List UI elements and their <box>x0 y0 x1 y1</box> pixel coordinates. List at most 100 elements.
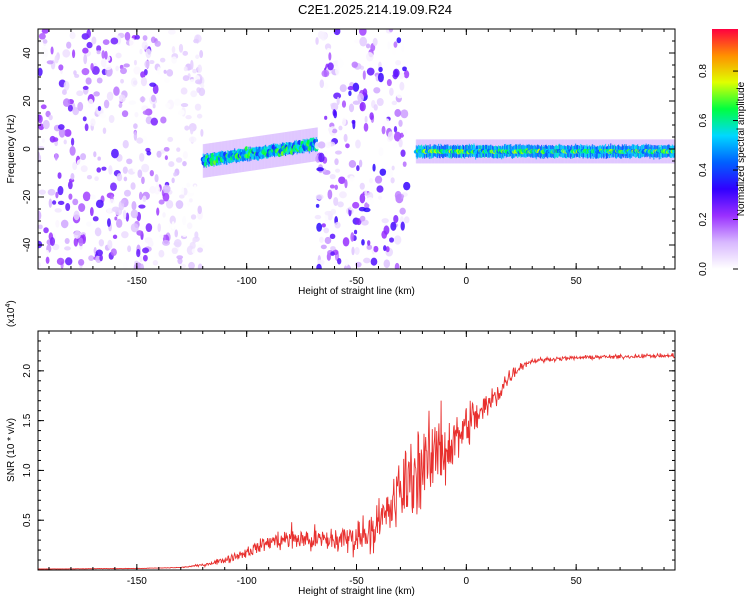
heatmap-cell <box>197 247 204 253</box>
heatmap-cell <box>338 176 346 184</box>
heatmap-cell <box>370 257 378 266</box>
heatmap-cell <box>42 119 50 130</box>
heatmap-cell <box>330 102 339 111</box>
heatmap-cell <box>84 123 89 132</box>
heatmap-cell <box>76 159 85 167</box>
heatmap-cell <box>393 131 402 142</box>
heatmap-cell <box>173 172 178 177</box>
heatmap-cell <box>86 174 93 180</box>
heatmap-cell <box>378 66 383 73</box>
snr-series-line <box>38 352 675 570</box>
heatmap-cell <box>141 135 148 146</box>
heatmap-cell <box>394 190 402 200</box>
heatmap-cell <box>139 152 145 162</box>
heatmap-cell <box>68 224 75 231</box>
heatmap-cell <box>369 178 374 184</box>
heatmap-cell <box>123 189 131 197</box>
heatmap-cell <box>76 90 84 97</box>
heatmap-cell <box>40 104 47 110</box>
heatmap-cell <box>125 212 130 222</box>
heatmap-cell <box>394 262 400 269</box>
heatmap-cell <box>88 255 95 261</box>
heatmap-cell <box>315 37 319 45</box>
heatmap-cell <box>189 79 196 85</box>
heatmap-cell <box>124 31 131 41</box>
heatmap-cell <box>38 224 43 230</box>
heatmap-cell <box>334 150 342 155</box>
heatmap-cell <box>108 115 115 124</box>
heatmap-cell <box>123 176 128 182</box>
heatmap-cell <box>366 197 374 205</box>
heatmap-cell <box>122 166 128 174</box>
heatmap-cell <box>333 196 339 206</box>
heatmap-cell <box>173 139 179 146</box>
heatmap-cell <box>154 40 161 47</box>
heatmap-cell <box>139 263 145 269</box>
heatmap-cell <box>141 163 150 173</box>
heatmap-cell <box>165 102 171 109</box>
heatmap-cell <box>318 152 325 163</box>
heatmap-cell <box>80 165 88 173</box>
heatmap-cell <box>339 84 347 93</box>
heatmap-cell <box>192 237 197 244</box>
heatmap-cell <box>392 68 400 78</box>
heatmap-cell <box>62 89 67 96</box>
heatmap-cell <box>394 235 402 245</box>
heatmap-cell <box>62 98 71 107</box>
heatmap-cell <box>383 259 391 269</box>
heatmap-cell <box>86 41 93 49</box>
heatmap-cell <box>180 87 188 95</box>
heatmap-cell <box>81 68 90 76</box>
heatmap-cell <box>67 104 73 112</box>
heatmap-x-axis-label: Height of straight line (km) <box>298 286 415 297</box>
heatmap-cell <box>188 198 193 203</box>
heatmap-cell <box>199 50 204 59</box>
heatmap-cell <box>82 191 91 202</box>
heatmap-cell <box>58 127 66 138</box>
heatmap-cell <box>82 116 87 122</box>
y-scale-exponent: 4 <box>5 304 12 308</box>
heatmap-cell <box>330 246 336 251</box>
heatmap-cell <box>197 263 203 269</box>
heatmap-cell <box>72 161 78 171</box>
heatmap-cell <box>90 194 96 200</box>
heatmap-cell <box>324 115 328 120</box>
heatmap-cell <box>163 69 167 74</box>
heatmap-cell <box>338 125 343 131</box>
heatmap-cell <box>347 85 354 91</box>
heatmap-cell <box>334 221 341 229</box>
y-tick-label: 40 <box>22 47 33 59</box>
heatmap-cell <box>46 60 54 65</box>
heatmap-cell <box>162 212 166 218</box>
heatmap-cell <box>64 237 70 245</box>
heatmap-cell <box>73 210 80 221</box>
heatmap-cell <box>357 93 364 103</box>
heatmap-cell <box>182 215 187 226</box>
heatmap-cell <box>197 205 202 215</box>
heatmap-cell <box>138 191 143 200</box>
heatmap-cell <box>69 31 76 40</box>
heatmap-cell <box>136 248 141 258</box>
heatmap-cell <box>363 257 371 264</box>
heatmap-cell <box>150 94 156 103</box>
heatmap-cell <box>48 198 53 208</box>
heatmap-cell <box>381 125 386 135</box>
heatmap-cell <box>402 66 407 72</box>
heatmap-cell <box>329 233 336 240</box>
heatmap-cell <box>89 206 94 217</box>
heatmap-cell <box>337 257 342 265</box>
heatmap-cell <box>150 117 159 126</box>
heatmap-cell <box>398 138 403 148</box>
heatmap-cell <box>192 68 197 74</box>
heatmap-cell <box>389 237 395 243</box>
heatmap-cell <box>73 237 79 247</box>
heatmap-cell <box>315 203 320 208</box>
heatmap-cell <box>396 37 402 44</box>
heatmap-cell <box>90 118 96 127</box>
y-scale-close: ) <box>6 300 17 303</box>
heatmap-cell <box>348 90 352 97</box>
heatmap-cell <box>41 29 49 34</box>
heatmap-cell <box>111 148 119 159</box>
heatmap-cell <box>196 113 203 119</box>
heatmap-cell <box>351 29 360 34</box>
